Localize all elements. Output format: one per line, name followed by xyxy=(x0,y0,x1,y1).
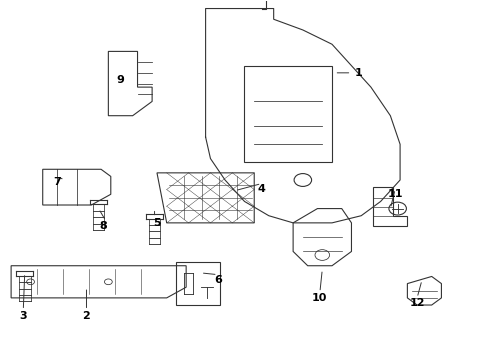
Text: 10: 10 xyxy=(311,293,327,303)
Text: 12: 12 xyxy=(408,298,424,308)
Text: 4: 4 xyxy=(257,184,265,194)
Text: 9: 9 xyxy=(116,75,124,85)
Text: 6: 6 xyxy=(213,275,221,285)
Text: 8: 8 xyxy=(100,221,107,231)
Text: 2: 2 xyxy=(82,311,90,321)
Text: 1: 1 xyxy=(354,68,362,78)
Text: 3: 3 xyxy=(20,311,27,321)
Bar xyxy=(176,262,220,305)
Text: 11: 11 xyxy=(386,189,402,199)
Text: 7: 7 xyxy=(53,177,61,187)
Text: 5: 5 xyxy=(153,218,161,228)
